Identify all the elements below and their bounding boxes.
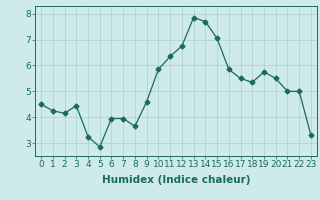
X-axis label: Humidex (Indice chaleur): Humidex (Indice chaleur) [102, 175, 250, 185]
